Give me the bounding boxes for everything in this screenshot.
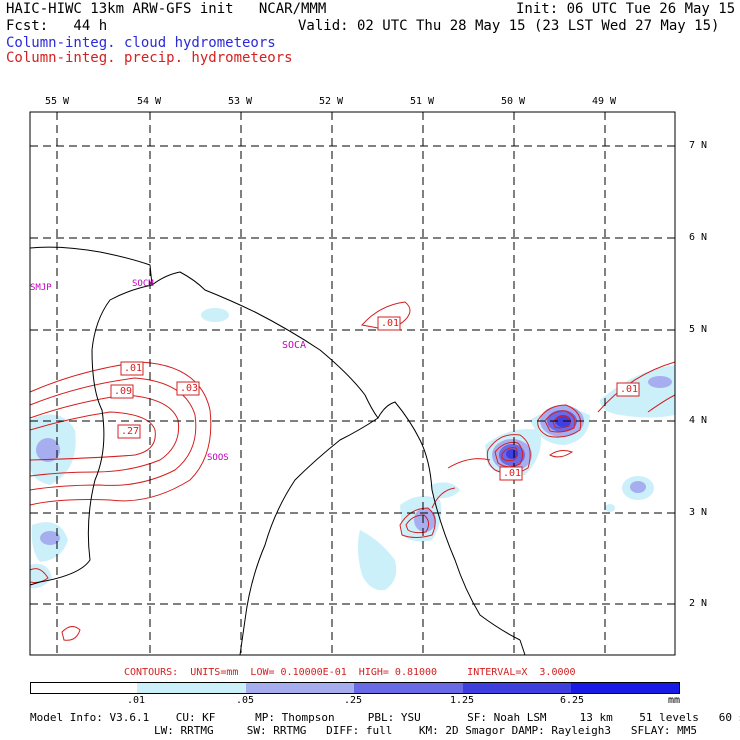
- lon-label: 53 W: [228, 96, 253, 107]
- contour-label: .01: [503, 468, 522, 479]
- station-label: SMJP: [30, 283, 52, 293]
- contour-line: [537, 404, 582, 438]
- contour-line: [29, 411, 156, 461]
- model-info-line1: Model Info: V3.6.1 CU: KF MP: Thompson P…: [30, 711, 740, 724]
- map-frame: [29, 111, 676, 656]
- border-line: [239, 417, 379, 656]
- contour-label: .01: [381, 318, 400, 329]
- contour-line: [29, 568, 49, 583]
- contour-line: [29, 377, 197, 491]
- legend-precip-hydrometeors: Column-integ. precip. hydrometeors: [6, 50, 293, 66]
- colorbar-segment: [571, 682, 680, 694]
- contour-line: [29, 361, 212, 506]
- station-label: SOOS: [207, 453, 229, 463]
- cloud-patch: [201, 308, 229, 322]
- lon-label: 54 W: [137, 96, 162, 107]
- border-line: [29, 284, 153, 586]
- cloud-patch: [648, 376, 672, 388]
- contour-line: [501, 447, 519, 462]
- cloud-patch: [630, 481, 646, 493]
- colorbar-tick: .25: [344, 695, 363, 706]
- contour-label: .03: [180, 383, 199, 394]
- cloud-patch: [430, 482, 460, 499]
- lon-label: 51 W: [410, 96, 435, 107]
- lat-label: 7 N: [689, 140, 708, 151]
- contour-line: [647, 394, 676, 413]
- lat-label: 3 N: [689, 507, 708, 518]
- colorbar-tick: .01: [127, 695, 146, 706]
- station-label: SOCA: [282, 340, 307, 351]
- lon-label: 52 W: [319, 96, 344, 107]
- contour-line: [549, 450, 574, 458]
- contour-label: .01: [620, 384, 639, 395]
- colorbar-segment: [246, 682, 354, 694]
- forecast-hour: Fcst: 44 h: [6, 18, 108, 34]
- colorbar-segment: [137, 682, 246, 694]
- legend-cloud-hydrometeors: Column-integ. cloud hydrometeors: [6, 35, 276, 51]
- cloud-shading: [30, 308, 675, 591]
- lon-label: 55 W: [45, 96, 70, 107]
- contour-line: [29, 394, 180, 477]
- contour-line: [447, 458, 491, 469]
- init-time: Init: 06 UTC Tue 26 May 15: [516, 1, 736, 17]
- frame-ticks: [56, 112, 675, 605]
- contour-label: .01: [124, 363, 143, 374]
- contour-line: [486, 434, 531, 474]
- contour-label-boxes: [110, 316, 640, 481]
- border-line: [29, 246, 153, 286]
- cloud-patch: [414, 508, 436, 532]
- contour-label: .27: [121, 426, 140, 437]
- lat-lon-grid: [30, 112, 675, 655]
- colorbar-tick: .05: [236, 695, 255, 706]
- model-info-line2: LW: RRTMG SW: RRTMG DIFF: full KM: 2D Sm…: [154, 724, 698, 737]
- contour-line: [399, 507, 436, 538]
- station-label: SOCM: [132, 279, 154, 289]
- precip-contours: [29, 301, 676, 641]
- lat-label: 5 N: [689, 324, 708, 335]
- colorbar-segment: [30, 682, 138, 694]
- cloud-patch: [357, 530, 397, 591]
- lat-label: 2 N: [689, 598, 708, 609]
- cloud-patch: [506, 449, 518, 459]
- colorbar-unit: mm: [668, 695, 681, 706]
- contour-line: [431, 487, 456, 509]
- cloud-patch: [605, 504, 615, 512]
- contour-line: [405, 514, 430, 534]
- contour-label: .09: [114, 386, 133, 397]
- lon-label: 49 W: [592, 96, 617, 107]
- plot-title: HAIC-HIWC 13km ARW-GFS init NCAR/MMM: [6, 1, 327, 17]
- lat-label: 6 N: [689, 232, 708, 243]
- cloud-patch: [30, 563, 52, 589]
- contour-line: [494, 441, 524, 468]
- colorbar-tick: 6.25: [560, 695, 585, 706]
- cloud-patch: [40, 531, 60, 545]
- contours-info: CONTOURS: UNITS=mm LOW= 0.10000E-01 HIGH…: [124, 667, 576, 678]
- lat-label: 4 N: [689, 415, 708, 426]
- colorbar-segment: [463, 682, 571, 694]
- colorbar-tick: 1.25: [450, 695, 475, 706]
- coastline: [519, 639, 526, 656]
- contour-line: [61, 626, 81, 641]
- lon-label: 50 W: [501, 96, 526, 107]
- coastlines-borders: [29, 246, 526, 656]
- colorbar-segment: [354, 682, 463, 694]
- contour-line: [544, 410, 576, 433]
- valid-time: Valid: 02 UTC Thu 28 May 15 (23 LST Wed …: [298, 18, 720, 34]
- cloud-patch: [36, 438, 60, 462]
